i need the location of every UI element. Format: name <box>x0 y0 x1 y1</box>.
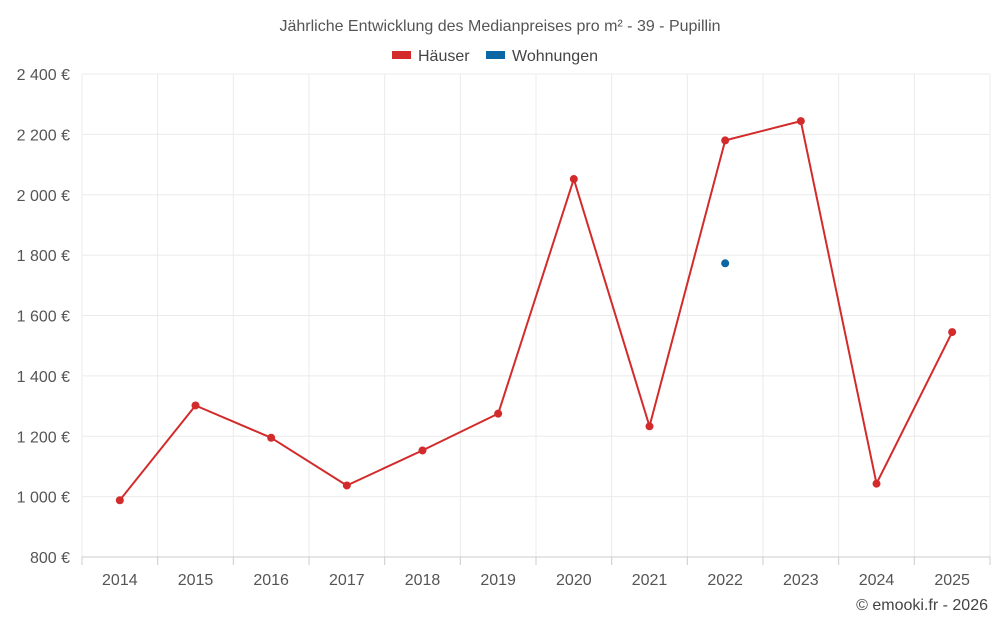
x-tick-label: 2020 <box>556 572 592 589</box>
data-point-haeuser <box>569 175 578 184</box>
data-point-wohnungen <box>721 259 730 268</box>
y-tick-label: 1 200 € <box>17 429 70 446</box>
x-tick-label: 2022 <box>707 572 743 589</box>
x-tick-label: 2021 <box>632 572 668 589</box>
x-tick-label: 2014 <box>102 572 138 589</box>
x-tick-label: 2017 <box>329 572 365 589</box>
x-tick-label: 2015 <box>178 572 214 589</box>
y-tick-label: 1 400 € <box>17 369 70 386</box>
y-tick-label: 1 000 € <box>17 490 70 507</box>
data-point-haeuser <box>494 409 503 418</box>
legend: Häuser Wohnungen <box>392 48 598 65</box>
legend-label-haeuser: Häuser <box>418 48 470 65</box>
legend-swatch-wohnungen <box>486 51 505 59</box>
grid <box>81 73 991 557</box>
data-point-haeuser <box>645 422 654 431</box>
y-tick-label: 2 400 € <box>17 67 70 84</box>
data-point-haeuser <box>948 328 957 337</box>
data-point-haeuser <box>115 496 124 505</box>
legend-label-wohnungen: Wohnungen <box>512 48 598 65</box>
series-line-haeuser <box>119 120 954 501</box>
data-point-haeuser <box>267 433 276 442</box>
y-tick-label: 2 000 € <box>17 188 70 205</box>
data-point-haeuser <box>191 401 200 410</box>
y-tick-label: 1 600 € <box>17 309 70 326</box>
credit-text: © emooki.fr - 2026 <box>856 597 988 614</box>
x-tick-label: 2025 <box>934 572 970 589</box>
x-axis: 2014 2015 2016 2017 2018 2019 2020 2021 2022 2023… <box>81 556 991 589</box>
y-tick-label: 1 800 € <box>17 248 70 265</box>
x-tick-label: 2018 <box>405 572 441 589</box>
data-point-haeuser <box>418 446 427 455</box>
data-point-haeuser <box>796 117 805 126</box>
data-point-haeuser <box>721 136 730 145</box>
y-tick-label: 2 200 € <box>17 127 70 144</box>
x-tick-label: 2023 <box>783 572 819 589</box>
data-point-haeuser <box>342 481 351 490</box>
y-axis: 800 € 1 000 € 1 200 € 1 400 € 1 600 € 1 800 €… <box>17 67 70 567</box>
x-tick-label: 2016 <box>253 572 289 589</box>
legend-swatch-haeuser <box>392 51 411 59</box>
x-tick-label: 2024 <box>859 572 895 589</box>
y-tick-label: 800 € <box>30 550 70 567</box>
chart-title: Jährliche Entwicklung des Medianpreises … <box>279 18 720 35</box>
data-point-haeuser <box>872 479 881 488</box>
x-tick-label: 2019 <box>480 572 516 589</box>
plot-area <box>115 117 957 505</box>
